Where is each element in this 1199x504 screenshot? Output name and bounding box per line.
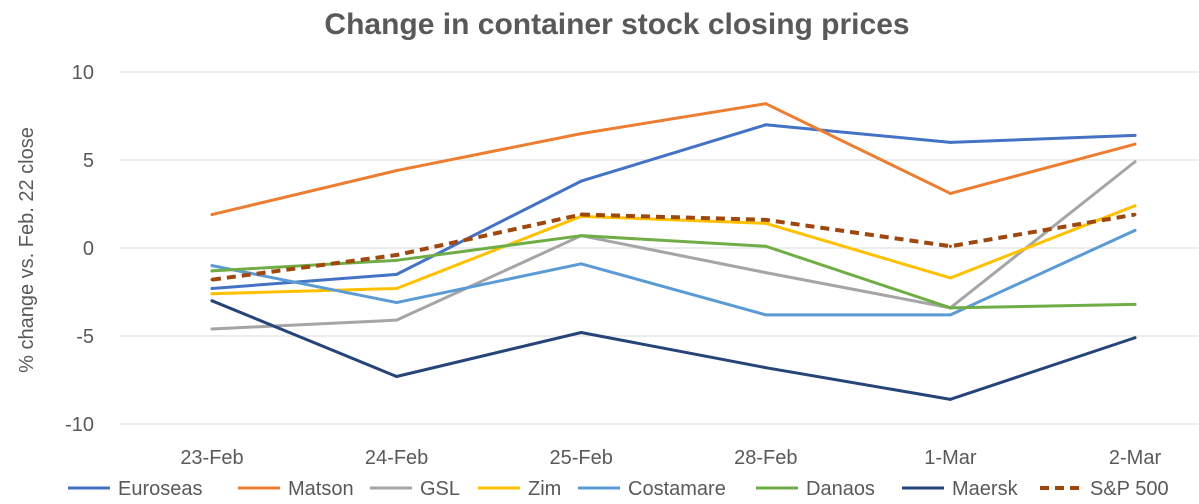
data-point bbox=[948, 244, 952, 248]
x-tick-label: 24-Feb bbox=[365, 447, 428, 469]
legend-item: Matson bbox=[238, 478, 354, 500]
data-point bbox=[395, 301, 399, 305]
data-point bbox=[1133, 133, 1137, 137]
series-line-3 bbox=[210, 204, 1137, 296]
legend-item: Euroseas bbox=[68, 478, 203, 500]
legend-label: Matson bbox=[288, 478, 354, 500]
data-point bbox=[1133, 204, 1137, 208]
y-tick-label: -5 bbox=[76, 326, 94, 348]
legend-item: Maersk bbox=[902, 478, 1019, 500]
data-point bbox=[395, 169, 399, 173]
data-point bbox=[579, 179, 583, 183]
data-point bbox=[948, 191, 952, 195]
data-point bbox=[764, 218, 768, 222]
data-point bbox=[764, 102, 768, 106]
data-point bbox=[210, 286, 214, 290]
series-line-7 bbox=[211, 212, 1136, 282]
data-point bbox=[764, 221, 768, 225]
y-axis-ticks: 10 5 0 -5 -10 bbox=[65, 62, 94, 436]
x-tick-label: 23-Feb bbox=[180, 447, 243, 469]
legend-label: S&P 500 bbox=[1090, 478, 1169, 500]
data-point bbox=[579, 234, 583, 238]
chart-title: Change in container stock closing prices bbox=[324, 8, 909, 41]
x-axis-ticks: 23-Feb 24-Feb 25-Feb 28-Feb 1-Mar 2-Mar bbox=[180, 447, 1161, 469]
x-tick-label: 1-Mar bbox=[924, 447, 977, 469]
y-tick-label: 0 bbox=[83, 238, 94, 260]
x-tick-label: 28-Feb bbox=[734, 447, 797, 469]
data-point bbox=[764, 244, 768, 248]
data-point bbox=[948, 276, 952, 280]
legend-item: GSL bbox=[370, 478, 460, 500]
data-point bbox=[210, 264, 214, 268]
y-tick-label: 10 bbox=[72, 62, 94, 84]
data-point bbox=[1133, 228, 1137, 232]
data-point bbox=[1133, 213, 1137, 217]
data-point bbox=[1133, 160, 1137, 164]
legend-item: Costamare bbox=[578, 478, 726, 500]
legend-label: Euroseas bbox=[118, 478, 203, 500]
data-point bbox=[579, 262, 583, 266]
data-point bbox=[395, 374, 399, 378]
data-point bbox=[579, 132, 583, 136]
data-point bbox=[210, 327, 214, 331]
series-line-6 bbox=[210, 299, 1137, 401]
data-point bbox=[948, 306, 952, 310]
y-tick-label: 5 bbox=[83, 150, 94, 172]
legend-label: GSL bbox=[420, 478, 460, 500]
series-lines bbox=[210, 102, 1137, 401]
data-point bbox=[764, 366, 768, 370]
data-point bbox=[210, 292, 214, 296]
data-point bbox=[579, 330, 583, 334]
data-point bbox=[395, 258, 399, 262]
series-line-4 bbox=[210, 228, 1137, 317]
legend-label: Zim bbox=[528, 478, 561, 500]
data-point bbox=[764, 271, 768, 275]
y-axis-label: % change vs. Feb. 22 close bbox=[16, 127, 38, 373]
data-point bbox=[1133, 142, 1137, 146]
data-point bbox=[948, 140, 952, 144]
data-point bbox=[579, 213, 583, 217]
data-point bbox=[1133, 336, 1137, 340]
data-point bbox=[210, 213, 214, 217]
legend-label: Danaos bbox=[806, 478, 875, 500]
legend-label: Costamare bbox=[628, 478, 726, 500]
legend-item: Danaos bbox=[756, 478, 875, 500]
legend-item: Zim bbox=[478, 478, 561, 500]
data-point bbox=[1133, 302, 1137, 306]
data-point bbox=[395, 272, 399, 276]
series-line-5 bbox=[210, 234, 1137, 310]
data-point bbox=[210, 278, 214, 282]
data-point bbox=[395, 253, 399, 257]
data-point bbox=[395, 286, 399, 290]
data-point bbox=[210, 269, 214, 273]
data-point bbox=[210, 299, 214, 303]
legend: Euroseas Matson GSL Zim Costamare Danaos Maers… bbox=[68, 478, 1169, 500]
series-line-1 bbox=[210, 102, 1137, 217]
data-point bbox=[764, 123, 768, 127]
x-tick-label: 25-Feb bbox=[550, 447, 613, 469]
data-point bbox=[948, 313, 952, 317]
legend-label: Maersk bbox=[952, 478, 1019, 500]
series-line-2 bbox=[210, 160, 1137, 331]
data-point bbox=[764, 313, 768, 317]
legend-item: S&P 500 bbox=[1040, 478, 1169, 500]
y-tick-label: -10 bbox=[65, 414, 94, 436]
series-line-0 bbox=[210, 123, 1137, 290]
data-point bbox=[395, 318, 399, 322]
data-point bbox=[948, 397, 952, 401]
x-tick-label: 2-Mar bbox=[1109, 447, 1162, 469]
